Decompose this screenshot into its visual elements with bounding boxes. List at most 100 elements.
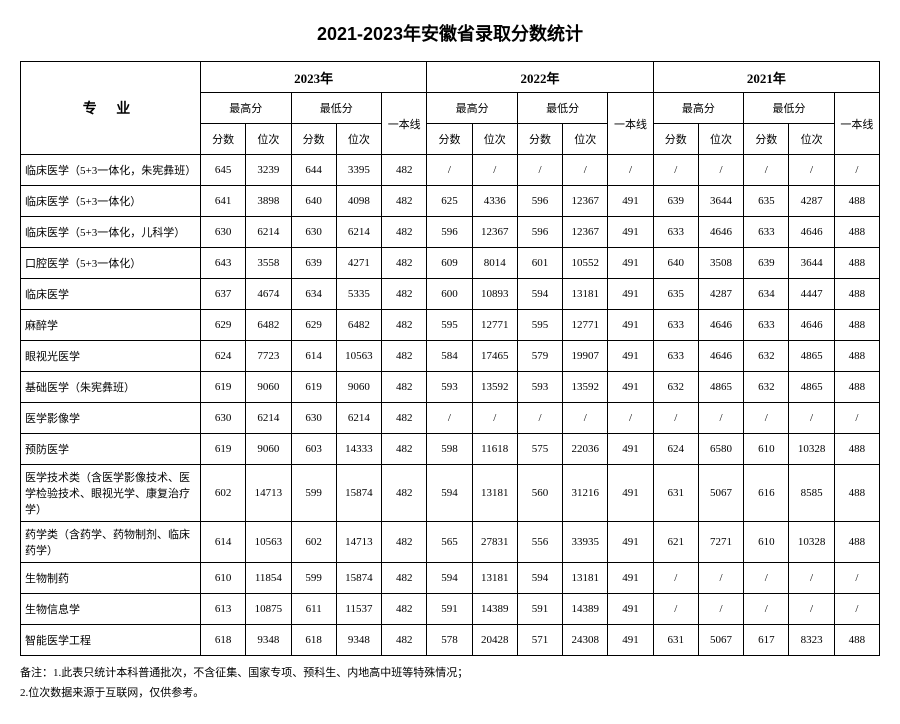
data-cell: 616 xyxy=(744,465,789,522)
data-cell: / xyxy=(653,594,698,625)
data-cell: / xyxy=(834,403,879,434)
data-cell: 595 xyxy=(427,310,472,341)
data-cell: 632 xyxy=(744,341,789,372)
data-cell: 4336 xyxy=(472,186,517,217)
header-high-2022: 最高分 xyxy=(427,93,518,124)
data-cell: 14389 xyxy=(472,594,517,625)
data-cell: 488 xyxy=(834,372,879,403)
table-row: 智能医学工程6189348618934848257820428571243084… xyxy=(21,625,880,656)
header-score: 分数 xyxy=(653,124,698,155)
data-cell: 571 xyxy=(517,625,562,656)
data-cell: 635 xyxy=(744,186,789,217)
data-cell: 9060 xyxy=(336,372,381,403)
table-row: 预防医学619906060314333482598116185752203649… xyxy=(21,434,880,465)
header-low-2023: 最低分 xyxy=(291,93,382,124)
data-cell: 491 xyxy=(608,563,653,594)
data-cell: 482 xyxy=(382,310,427,341)
data-cell: / xyxy=(517,155,562,186)
data-cell: / xyxy=(427,403,472,434)
header-major: 专 业 xyxy=(21,62,201,155)
data-cell: 593 xyxy=(427,372,472,403)
data-cell: 4646 xyxy=(789,217,834,248)
table-row: 药学类（含药学、药物制剂、临床药学）6141056360214713482565… xyxy=(21,522,880,563)
data-cell: 482 xyxy=(382,186,427,217)
data-cell: 24308 xyxy=(563,625,608,656)
data-cell: 610 xyxy=(201,563,246,594)
data-cell: 599 xyxy=(291,465,336,522)
data-cell: 633 xyxy=(653,310,698,341)
data-cell: 488 xyxy=(834,279,879,310)
major-cell: 眼视光医学 xyxy=(21,341,201,372)
data-cell: 488 xyxy=(834,186,879,217)
data-cell: / xyxy=(834,563,879,594)
data-cell: / xyxy=(653,403,698,434)
data-cell: 624 xyxy=(653,434,698,465)
data-cell: 630 xyxy=(201,217,246,248)
data-cell: 3644 xyxy=(789,248,834,279)
data-cell: 5067 xyxy=(698,465,743,522)
data-cell: 4646 xyxy=(789,310,834,341)
data-cell: 14389 xyxy=(563,594,608,625)
data-cell: 631 xyxy=(653,625,698,656)
data-cell: 27831 xyxy=(472,522,517,563)
data-cell: 619 xyxy=(201,372,246,403)
data-cell: 19907 xyxy=(563,341,608,372)
data-cell: 491 xyxy=(608,279,653,310)
data-cell: 8585 xyxy=(789,465,834,522)
data-cell: 482 xyxy=(382,217,427,248)
data-cell: / xyxy=(608,403,653,434)
data-cell: 10552 xyxy=(563,248,608,279)
data-cell: 9060 xyxy=(246,372,291,403)
data-cell: 13592 xyxy=(472,372,517,403)
data-cell: 13181 xyxy=(563,279,608,310)
data-cell: 482 xyxy=(382,248,427,279)
data-cell: 594 xyxy=(517,563,562,594)
data-cell: 613 xyxy=(201,594,246,625)
data-cell: 556 xyxy=(517,522,562,563)
data-cell: 488 xyxy=(834,465,879,522)
data-cell: 624 xyxy=(201,341,246,372)
data-cell: / xyxy=(834,155,879,186)
data-cell: / xyxy=(744,563,789,594)
data-cell: / xyxy=(653,155,698,186)
data-cell: 634 xyxy=(744,279,789,310)
header-tier1-2021: 一本线 xyxy=(834,93,879,155)
data-cell: 603 xyxy=(291,434,336,465)
data-cell: / xyxy=(563,155,608,186)
data-cell: 600 xyxy=(427,279,472,310)
data-cell: 630 xyxy=(201,403,246,434)
data-cell: / xyxy=(517,403,562,434)
data-cell: / xyxy=(563,403,608,434)
major-cell: 生物制药 xyxy=(21,563,201,594)
table-row: 临床医学（5+3一体化，儿科学）630621463062144825961236… xyxy=(21,217,880,248)
data-cell: 13181 xyxy=(563,563,608,594)
data-cell: 482 xyxy=(382,625,427,656)
data-cell: / xyxy=(789,403,834,434)
data-cell: 601 xyxy=(517,248,562,279)
data-cell: 3644 xyxy=(698,186,743,217)
data-cell: 491 xyxy=(608,434,653,465)
data-cell: 14333 xyxy=(336,434,381,465)
header-tier1-2022: 一本线 xyxy=(608,93,653,155)
data-cell: 3898 xyxy=(246,186,291,217)
data-cell: 6580 xyxy=(698,434,743,465)
header-high-2023: 最高分 xyxy=(201,93,292,124)
data-cell: 599 xyxy=(291,563,336,594)
header-score: 分数 xyxy=(744,124,789,155)
header-rank: 位次 xyxy=(336,124,381,155)
data-cell: 6482 xyxy=(336,310,381,341)
data-cell: / xyxy=(789,155,834,186)
data-cell: 12771 xyxy=(472,310,517,341)
data-cell: 591 xyxy=(427,594,472,625)
data-cell: 4271 xyxy=(336,248,381,279)
data-cell: 15874 xyxy=(336,465,381,522)
note-line-2: 2.位次数据来源于互联网，仅供参考。 xyxy=(20,684,880,704)
data-cell: 4646 xyxy=(698,217,743,248)
data-cell: 596 xyxy=(517,217,562,248)
major-cell: 口腔医学（5+3一体化） xyxy=(21,248,201,279)
data-cell: 10328 xyxy=(789,434,834,465)
data-cell: 31216 xyxy=(563,465,608,522)
table-row: 临床医学637467463453354826001089359413181491… xyxy=(21,279,880,310)
data-cell: 609 xyxy=(427,248,472,279)
data-cell: 633 xyxy=(653,217,698,248)
